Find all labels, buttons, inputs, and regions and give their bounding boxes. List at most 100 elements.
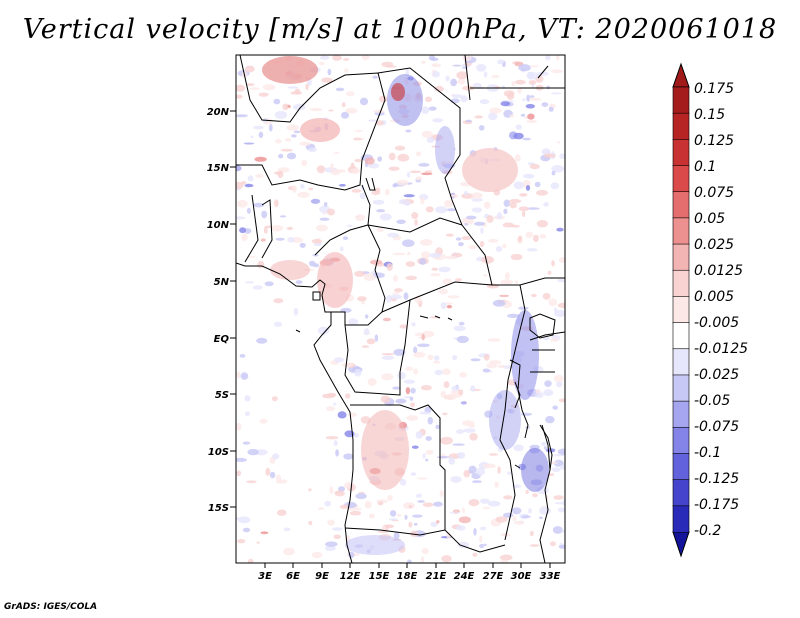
field-speckle (491, 75, 500, 79)
field-feature (511, 310, 539, 400)
border (236, 55, 386, 191)
field-speckle (525, 185, 531, 191)
colorbar-segment (672, 165, 690, 193)
field-speckle (309, 260, 316, 267)
field-speckle (483, 71, 488, 78)
lon-tick: 12E (340, 563, 361, 582)
field-speckle (497, 364, 506, 368)
field-speckle (551, 467, 561, 472)
field-speckle (253, 125, 264, 130)
field-speckle (312, 254, 319, 257)
field-speckle (447, 295, 461, 299)
field-speckle (526, 119, 537, 124)
field-speckle (405, 275, 418, 281)
field-speckle (327, 208, 335, 216)
field-speckle (444, 255, 457, 260)
field-feature (345, 535, 405, 555)
field-speckle (486, 215, 494, 223)
map-title: Vertical velocity [m/s] at 1000hPa, VT: … (22, 14, 778, 45)
field-speckle (468, 499, 480, 507)
field-speckle (510, 224, 520, 228)
field-speckle (479, 543, 485, 549)
field-speckle (547, 270, 552, 275)
colorbar-segment (672, 374, 690, 402)
field-speckle (256, 541, 260, 544)
field-speckle (379, 95, 388, 103)
field-speckle (415, 431, 423, 439)
field-speckle (402, 239, 415, 247)
field-speckle (504, 272, 510, 281)
field-speckle (421, 556, 425, 563)
field-speckle (470, 358, 481, 362)
field-speckle (465, 215, 477, 220)
field-speckle (238, 516, 251, 524)
field-speckle (273, 98, 281, 105)
field-speckle (513, 181, 524, 190)
field-speckle (380, 395, 391, 403)
field-speckle (420, 106, 430, 114)
velocity-field (236, 55, 565, 563)
field-speckle (284, 137, 292, 142)
field-speckle (526, 248, 538, 252)
field-speckle (503, 208, 508, 215)
border (261, 199, 273, 259)
field-speckle (309, 107, 323, 112)
field-speckle (405, 387, 411, 395)
field-speckle (376, 227, 384, 232)
field-speckle (247, 175, 254, 182)
field-speckle (468, 245, 477, 250)
field-speckle (460, 401, 467, 405)
field-speckle (534, 181, 541, 188)
field-speckle (459, 372, 467, 378)
field-speckle (518, 463, 527, 471)
field-speckle (343, 58, 350, 61)
colorbar-label: 0.1 (694, 159, 716, 175)
field-speckle (412, 514, 423, 518)
field-speckle (482, 463, 496, 469)
field-speckle (503, 199, 510, 208)
colorbar-segment (672, 139, 690, 167)
field-speckle (339, 246, 344, 252)
field-speckle (529, 95, 535, 98)
field-speckle (382, 317, 391, 322)
field-speckle (346, 224, 353, 227)
field-speckle (551, 165, 565, 173)
field-speckle (445, 233, 454, 237)
field-speckle (475, 467, 486, 476)
lon-tick-label: 9E (315, 571, 329, 582)
field-speckle (461, 236, 472, 240)
field-speckle (419, 258, 427, 265)
field-speckle (377, 530, 390, 534)
field-speckle (439, 490, 444, 498)
field-speckle (435, 424, 440, 430)
field-speckle (529, 444, 540, 450)
lat-tick: 5N (214, 277, 236, 288)
field-speckle (521, 515, 531, 518)
field-speckle (283, 527, 291, 532)
field-speckle (540, 441, 548, 447)
field-speckle (428, 55, 436, 61)
field-speckle (338, 184, 346, 187)
field-speckle (328, 109, 334, 112)
field-speckle (422, 502, 434, 508)
field-speckle (393, 348, 406, 356)
field-speckle (529, 97, 542, 101)
field-speckle (518, 64, 531, 72)
lat-tick: 20N (207, 107, 236, 118)
field-speckle (472, 552, 478, 557)
field-speckle (446, 305, 452, 309)
field-speckle (330, 163, 334, 171)
colorbar-bottom-arrow (672, 531, 690, 558)
field-speckle (436, 456, 450, 459)
field-speckle (452, 443, 465, 446)
field-speckle (471, 207, 482, 213)
field-speckle (556, 55, 560, 61)
field-feature (361, 410, 409, 490)
field-speckle (488, 360, 502, 365)
field-speckle (325, 436, 339, 440)
field-speckle (388, 166, 400, 171)
field-speckle (464, 223, 469, 226)
field-speckle (548, 298, 558, 307)
field-speckle (457, 452, 466, 459)
lat-tick-label: 15N (207, 163, 230, 174)
